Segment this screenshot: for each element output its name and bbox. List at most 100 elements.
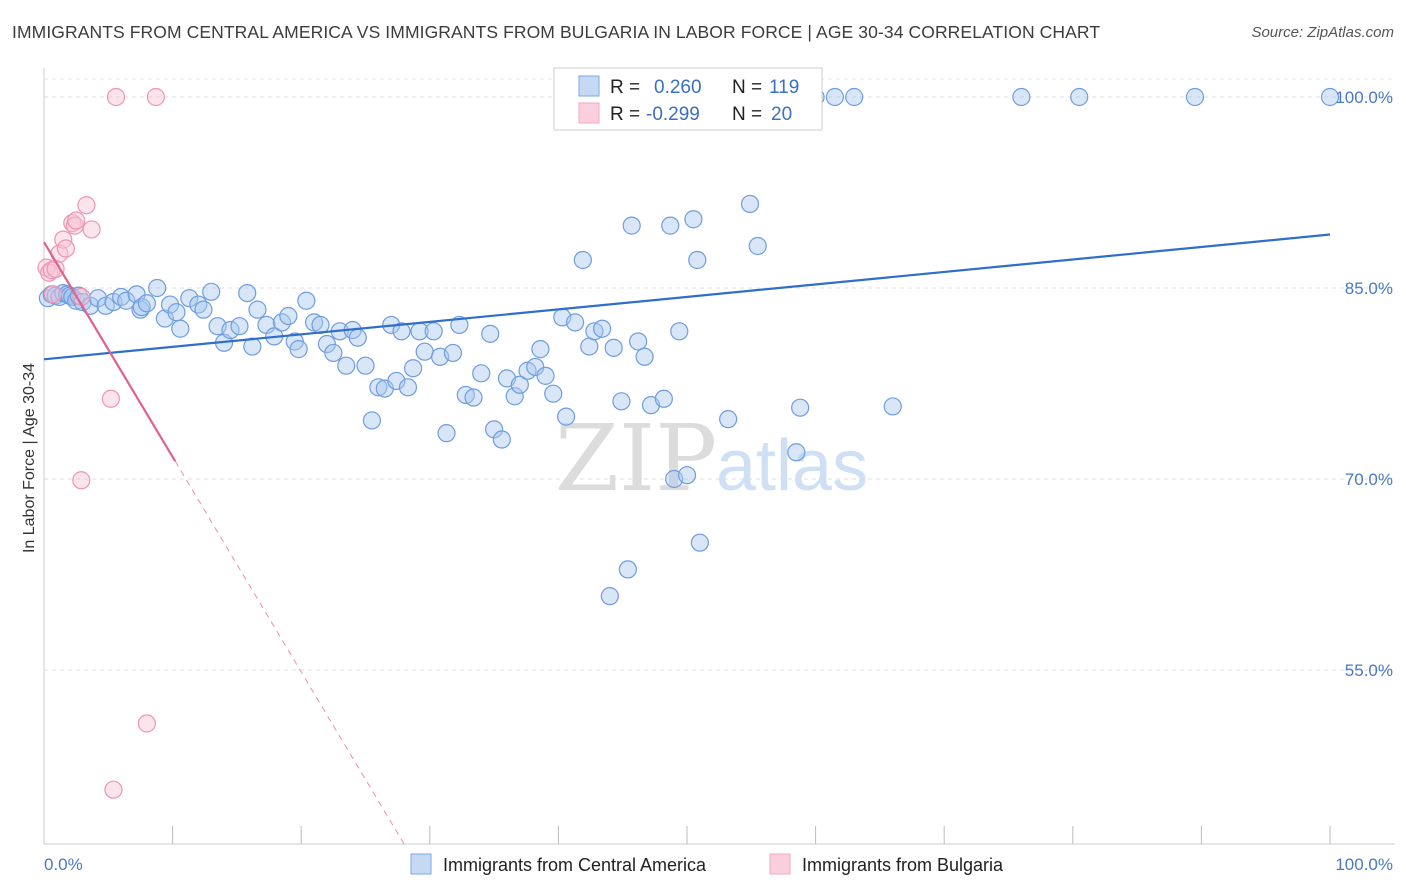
legend-swatch-pink xyxy=(578,102,600,124)
x-tick-label: 100.0% xyxy=(1335,855,1393,874)
data-point xyxy=(155,309,174,328)
data-point xyxy=(104,780,123,799)
data-point xyxy=(171,319,190,338)
data-point xyxy=(424,322,443,341)
data-point xyxy=(148,278,167,298)
data-point xyxy=(791,398,810,417)
data-point xyxy=(748,236,767,256)
data-point xyxy=(230,317,249,336)
bottom-legend-swatch-pink xyxy=(769,853,791,875)
data-point xyxy=(369,378,388,397)
data-point xyxy=(137,294,156,313)
data-point xyxy=(845,87,864,107)
data-point xyxy=(629,332,648,351)
data-point xyxy=(180,289,199,308)
data-point xyxy=(392,322,411,341)
data-point xyxy=(557,407,576,426)
data-point xyxy=(337,356,356,375)
data-point xyxy=(43,285,63,304)
data-point xyxy=(324,343,343,363)
legend-r-value-1: 0.260 xyxy=(654,77,702,98)
data-point xyxy=(531,340,550,359)
series-central-america-points xyxy=(38,87,1340,606)
data-point xyxy=(684,210,703,229)
tick-labels: 55.0% 70.0% 85.0% 100.0% 0.0% 100.0% xyxy=(44,88,1393,874)
bottom-legend: Immigrants from Central America Immigran… xyxy=(410,853,1004,875)
data-point xyxy=(719,410,738,429)
data-point xyxy=(443,343,463,363)
data-point xyxy=(472,364,491,383)
data-point xyxy=(1012,87,1031,107)
bottom-legend-label-bulgaria: Immigrants from Bulgaria xyxy=(802,855,1004,875)
data-point xyxy=(82,220,101,239)
data-point xyxy=(160,295,180,314)
data-point xyxy=(492,430,511,449)
data-point xyxy=(481,324,500,343)
data-point xyxy=(67,211,86,230)
y-tick-label: 55.0% xyxy=(1345,661,1393,680)
data-point xyxy=(690,533,709,552)
legend-n-label-2: N = xyxy=(732,104,762,125)
data-point xyxy=(670,322,689,341)
data-point xyxy=(72,471,91,490)
data-point xyxy=(297,291,316,310)
data-point xyxy=(566,313,585,332)
data-point xyxy=(485,420,504,439)
chart-title: IMMIGRANTS FROM CENTRAL AMERICA VS IMMIG… xyxy=(12,22,1101,42)
y-axis-label: In Labor Force | Age 30-34 xyxy=(21,363,38,553)
data-point xyxy=(580,337,599,356)
data-point xyxy=(688,250,707,270)
legend-r-label-1: R = xyxy=(610,77,640,98)
data-point xyxy=(202,282,221,301)
y-tick-label: 70.0% xyxy=(1345,470,1393,489)
data-point xyxy=(387,371,406,391)
trend-lines xyxy=(43,233,1331,849)
data-point xyxy=(437,424,456,443)
x-tick-label: 0.0% xyxy=(44,855,83,874)
source-label: Source: ZipAtlas.com xyxy=(1251,24,1394,41)
axes xyxy=(43,68,1395,845)
data-point xyxy=(622,216,641,235)
data-point xyxy=(593,319,612,338)
data-point xyxy=(654,389,673,408)
data-point xyxy=(362,411,382,430)
data-point xyxy=(677,466,697,485)
legend-r-label-2: R = xyxy=(610,104,640,125)
data-point xyxy=(238,283,257,303)
data-point xyxy=(450,315,469,335)
data-point xyxy=(1320,87,1340,107)
data-point xyxy=(604,338,623,357)
legend-swatch-blue xyxy=(578,75,600,97)
data-point xyxy=(787,443,806,462)
data-point xyxy=(883,397,902,416)
bottom-legend-swatch-blue xyxy=(410,853,432,875)
watermark-zip: ZIP xyxy=(555,405,717,512)
data-point xyxy=(510,375,529,394)
data-point xyxy=(167,303,186,322)
data-point xyxy=(635,347,654,366)
series-bulgaria-points xyxy=(37,87,165,799)
data-point xyxy=(289,340,308,359)
watermark: ZIP atlas xyxy=(555,405,868,512)
trend-line-bulgaria xyxy=(43,241,177,462)
legend: R = 0.260 N = 119 R = -0.299 N = 20 xyxy=(553,67,823,131)
data-point xyxy=(825,87,844,107)
data-point xyxy=(137,714,156,733)
data-point xyxy=(544,384,563,403)
data-point xyxy=(573,250,592,270)
legend-n-value-2: 20 xyxy=(771,104,792,125)
data-point xyxy=(505,387,524,406)
legend-n-label-1: N = xyxy=(732,77,762,98)
data-point xyxy=(1185,87,1205,107)
data-point xyxy=(317,334,337,354)
data-point xyxy=(661,216,680,235)
y-tick-label: 85.0% xyxy=(1345,279,1393,298)
data-point xyxy=(56,239,75,258)
trend-line-bulgaria-extension xyxy=(174,460,408,849)
data-point xyxy=(146,87,165,107)
data-point xyxy=(101,389,120,408)
data-point xyxy=(189,295,208,314)
data-point xyxy=(77,196,96,215)
data-point xyxy=(740,194,760,214)
